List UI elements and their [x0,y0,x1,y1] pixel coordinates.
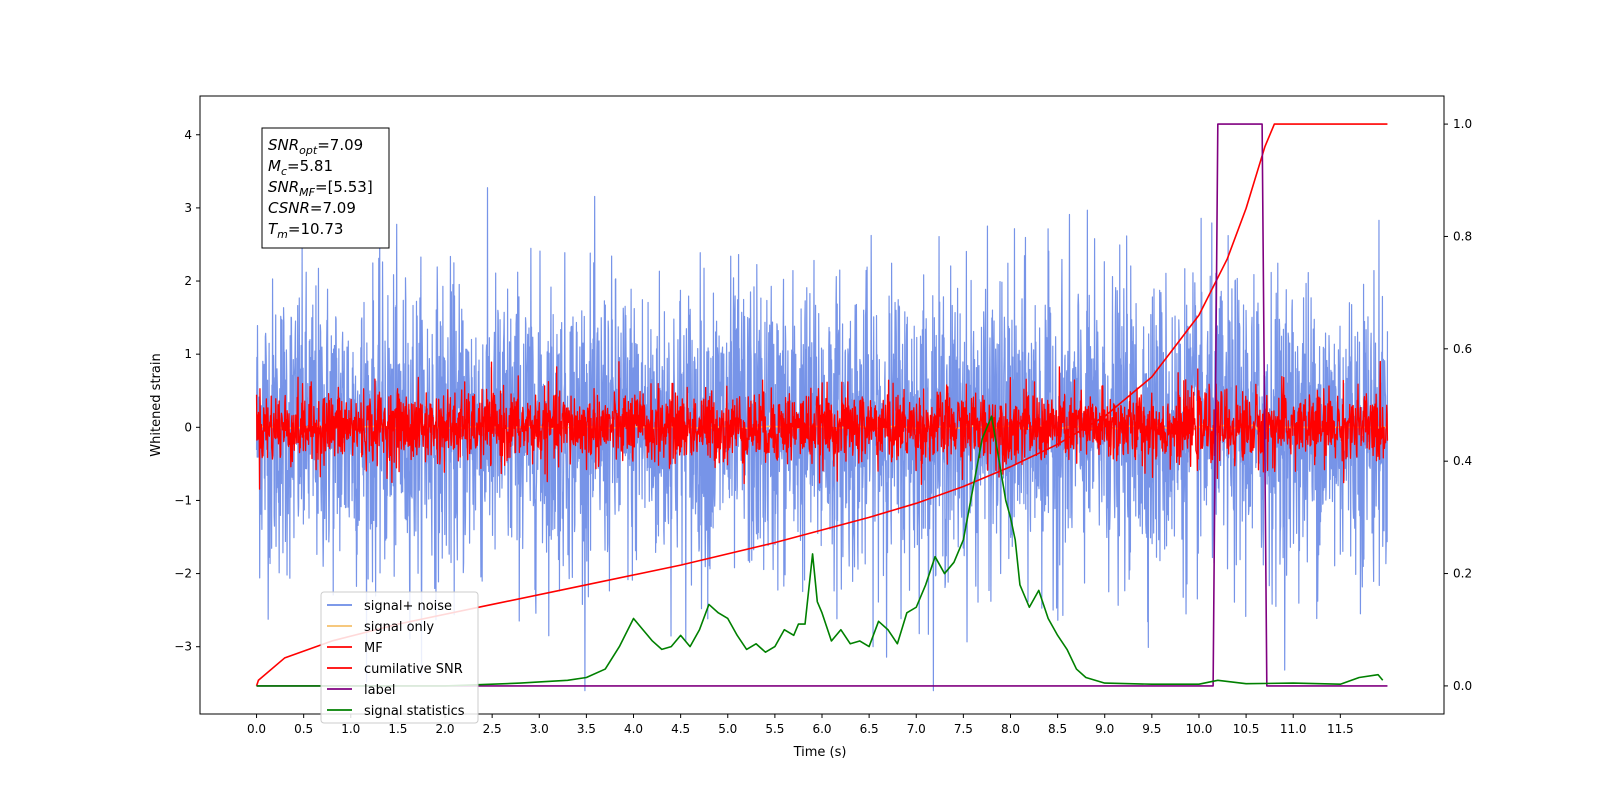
y-right-tick-label: 0.6 [1453,342,1472,356]
y-right-tick-label: 0.8 [1453,229,1472,243]
x-tick-label: 10.0 [1186,722,1213,736]
x-tick-label: 7.0 [907,722,926,736]
x-tick-label: 2.0 [435,722,454,736]
y-tick-label: −1 [174,493,192,507]
y-right-tick-label: 1.0 [1453,117,1472,131]
y-tick-label: 1 [184,347,192,361]
y-tick-label: 4 [184,128,192,142]
x-tick-label: 2.5 [483,722,502,736]
annotation-line: CSNR=7.09 [268,199,356,217]
x-tick-label: 10.5 [1233,722,1260,736]
y-right-tick-label: 0.2 [1453,567,1472,581]
annotation-frame [261,127,390,249]
series-line-label [256,123,1388,687]
x-tick-label: 0.5 [294,722,313,736]
y-axis-label: Whitened strain [149,353,164,456]
annotation-line: SNRopt=7.09 [268,136,363,157]
x-tick-label: 11.0 [1280,722,1307,736]
x-tick-label: 8.5 [1048,722,1067,736]
x-tick-label: 6.0 [812,722,831,736]
annotation-line: SNRMF=[5.53] [268,178,373,199]
series-line-signal-noise [255,187,1389,692]
legend-label: signal statistics [364,704,465,719]
series-line-signal-statistics [256,415,1384,687]
y-right-tick-label: 0.0 [1453,679,1472,693]
x-tick-label: 0.0 [247,722,266,736]
ticks-layer: 0.0 0.5 1.0 1.5 2.0 2.5 3.0 3.5 4.0 4.5 5.0 5.5 6.0 6… [174,117,1472,736]
x-tick-label: 1.0 [341,722,360,736]
x-tick-label: 9.0 [1095,722,1114,736]
x-tick-label: 11.5 [1327,722,1354,736]
x-tick-label: 3.5 [577,722,596,736]
y-right-tick-label: 0.4 [1453,454,1472,468]
y-tick-label: 0 [184,420,192,434]
annotation-line: Mc=5.81 [268,157,333,178]
x-tick-label: 3.0 [530,722,549,736]
legend-label: label [364,683,395,698]
legend: signal+ noise signal only MF cumilative SNR… [320,591,479,724]
y-tick-label: 3 [184,201,192,215]
y-tick-label: 2 [184,274,192,288]
x-tick-label: 8.0 [1001,722,1020,736]
legend-label: MF [364,641,383,656]
legend-label: cumilative SNR [364,662,463,677]
x-tick-label: 9.5 [1142,722,1161,736]
y-tick-label: −3 [174,640,192,654]
legend-label: signal only [364,620,434,635]
y-tick-label: −2 [174,567,192,581]
x-tick-label: 6.5 [860,722,879,736]
x-tick-label: 4.0 [624,722,643,736]
x-tick-label: 1.5 [388,722,407,736]
legend-label: signal+ noise [364,599,452,614]
series-line-mf [255,360,1389,490]
x-tick-label: 4.5 [671,722,690,736]
annotation-line: Tm=10.73 [268,220,343,241]
x-axis-label: Time (s) [793,745,847,760]
x-tick-label: 5.5 [765,722,784,736]
x-tick-label: 7.5 [954,722,973,736]
x-tick-label: 5.0 [718,722,737,736]
legend-frame [320,591,479,724]
